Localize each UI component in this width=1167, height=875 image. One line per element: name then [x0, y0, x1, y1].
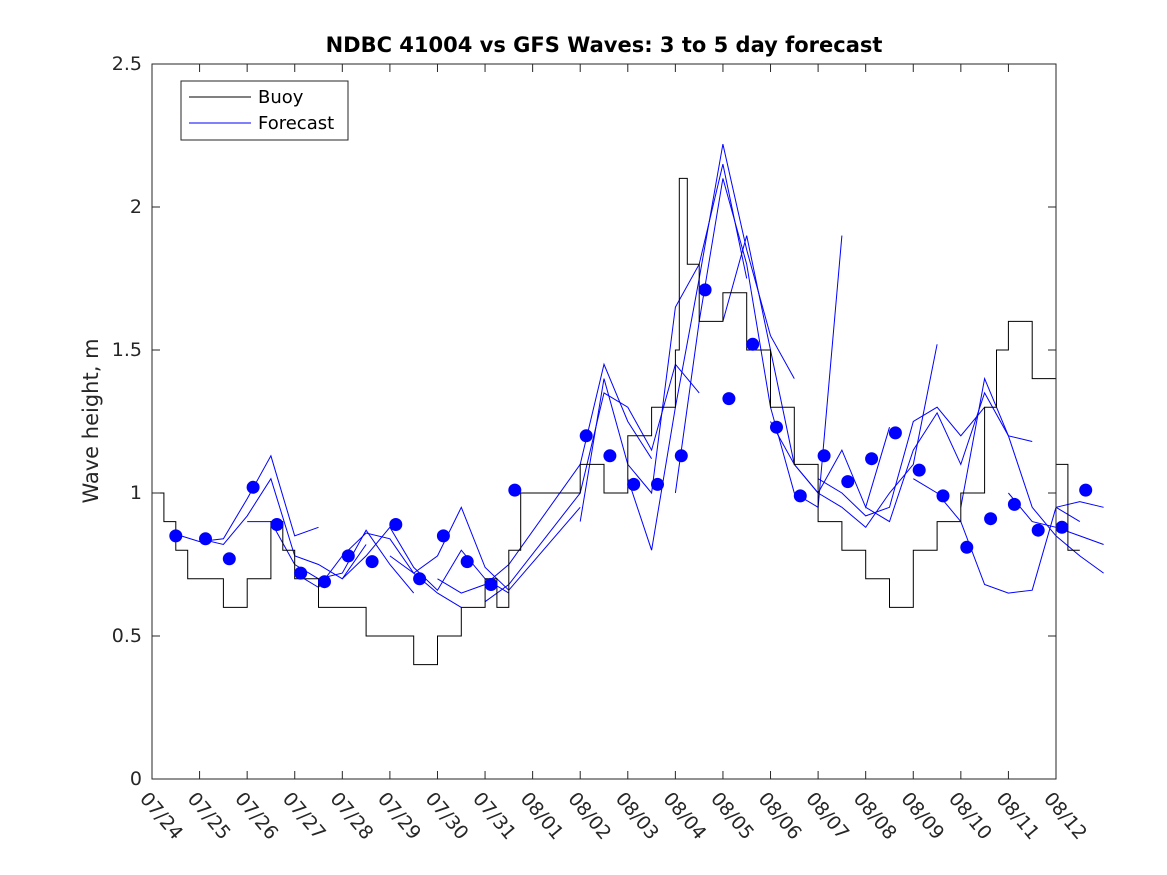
forecast-dots: [169, 283, 1093, 591]
legend-buoy-label: Buoy: [258, 87, 304, 108]
forecast-point: [1031, 523, 1045, 537]
forecast-point: [841, 475, 855, 489]
forecast-point: [674, 449, 688, 463]
forecast-point: [341, 549, 355, 563]
forecast-point: [199, 532, 212, 546]
forecast-point: [413, 572, 427, 586]
forecast-run-line: [1055, 501, 1104, 508]
y-tick-label: 2.5: [112, 53, 142, 75]
y-tick-label: 0: [130, 768, 142, 790]
legend-box: [180, 80, 349, 141]
forecast-run-line: [674, 178, 843, 509]
forecast-point: [888, 426, 902, 440]
forecast-point: [460, 555, 474, 569]
forecast-point: [793, 489, 807, 503]
forecast-run-line: [579, 163, 748, 522]
forecast-run-line: [960, 376, 1104, 574]
legend-forecast-label: Forecast: [258, 113, 334, 134]
forecast-point: [627, 477, 641, 491]
forecast-run-line: [484, 363, 700, 603]
forecast-point: [698, 283, 712, 297]
y-axis-label: Wave height, m: [79, 338, 103, 503]
plot-frame: [151, 63, 1057, 780]
y-tick-label: 1.5: [112, 339, 142, 361]
forecast-point: [603, 449, 617, 463]
plot-area: [152, 64, 1056, 779]
forecast-run-line: [627, 143, 795, 551]
forecast-point: [960, 540, 974, 554]
forecast-run-line: [199, 477, 367, 580]
y-tick-label: 1: [130, 482, 142, 504]
forecast-point: [1007, 497, 1021, 511]
forecast-point: [817, 449, 831, 463]
forecast-point: [912, 463, 926, 477]
forecast-point: [294, 566, 308, 580]
forecast-point: [169, 529, 183, 543]
buoy-lines: [152, 177, 1080, 666]
forecast-point: [484, 578, 498, 591]
forecast-point: [436, 529, 450, 543]
forecast-run-line: [817, 406, 985, 517]
y-tick-label: 0.5: [112, 625, 142, 647]
forecast-point: [270, 518, 284, 531]
forecast-point: [579, 429, 593, 443]
forecast-point: [984, 512, 998, 526]
forecast-run-line: [770, 344, 938, 529]
forecast-point: [508, 483, 522, 497]
forecast-run-line: [865, 391, 1033, 523]
forecast-point: [318, 575, 331, 589]
forecast-point: [1055, 520, 1069, 534]
forecast-point: [722, 392, 736, 406]
legend: Buoy Forecast: [180, 80, 349, 141]
forecast-run-line: [171, 454, 319, 543]
y-tick-label: 2: [130, 196, 142, 218]
forecast-run-line: [437, 362, 653, 594]
forecast-point: [1079, 483, 1093, 497]
forecast-point: [365, 555, 379, 569]
forecast-point: [770, 420, 783, 434]
forecast-point: [246, 480, 260, 494]
forecast-point: [389, 518, 403, 531]
buoy-series-line: [152, 177, 1080, 666]
forecast-point: [865, 452, 879, 466]
forecast-point: [936, 489, 950, 503]
forecast-point: [222, 552, 236, 566]
forecast-point: [651, 477, 664, 491]
chart-title: NDBC 41004 vs GFS Waves: 3 to 5 day fore…: [326, 33, 883, 57]
forecast-point: [746, 337, 760, 351]
y-axis-ticks: 0 0.5 1 1.5 2 2.5: [112, 53, 1056, 790]
